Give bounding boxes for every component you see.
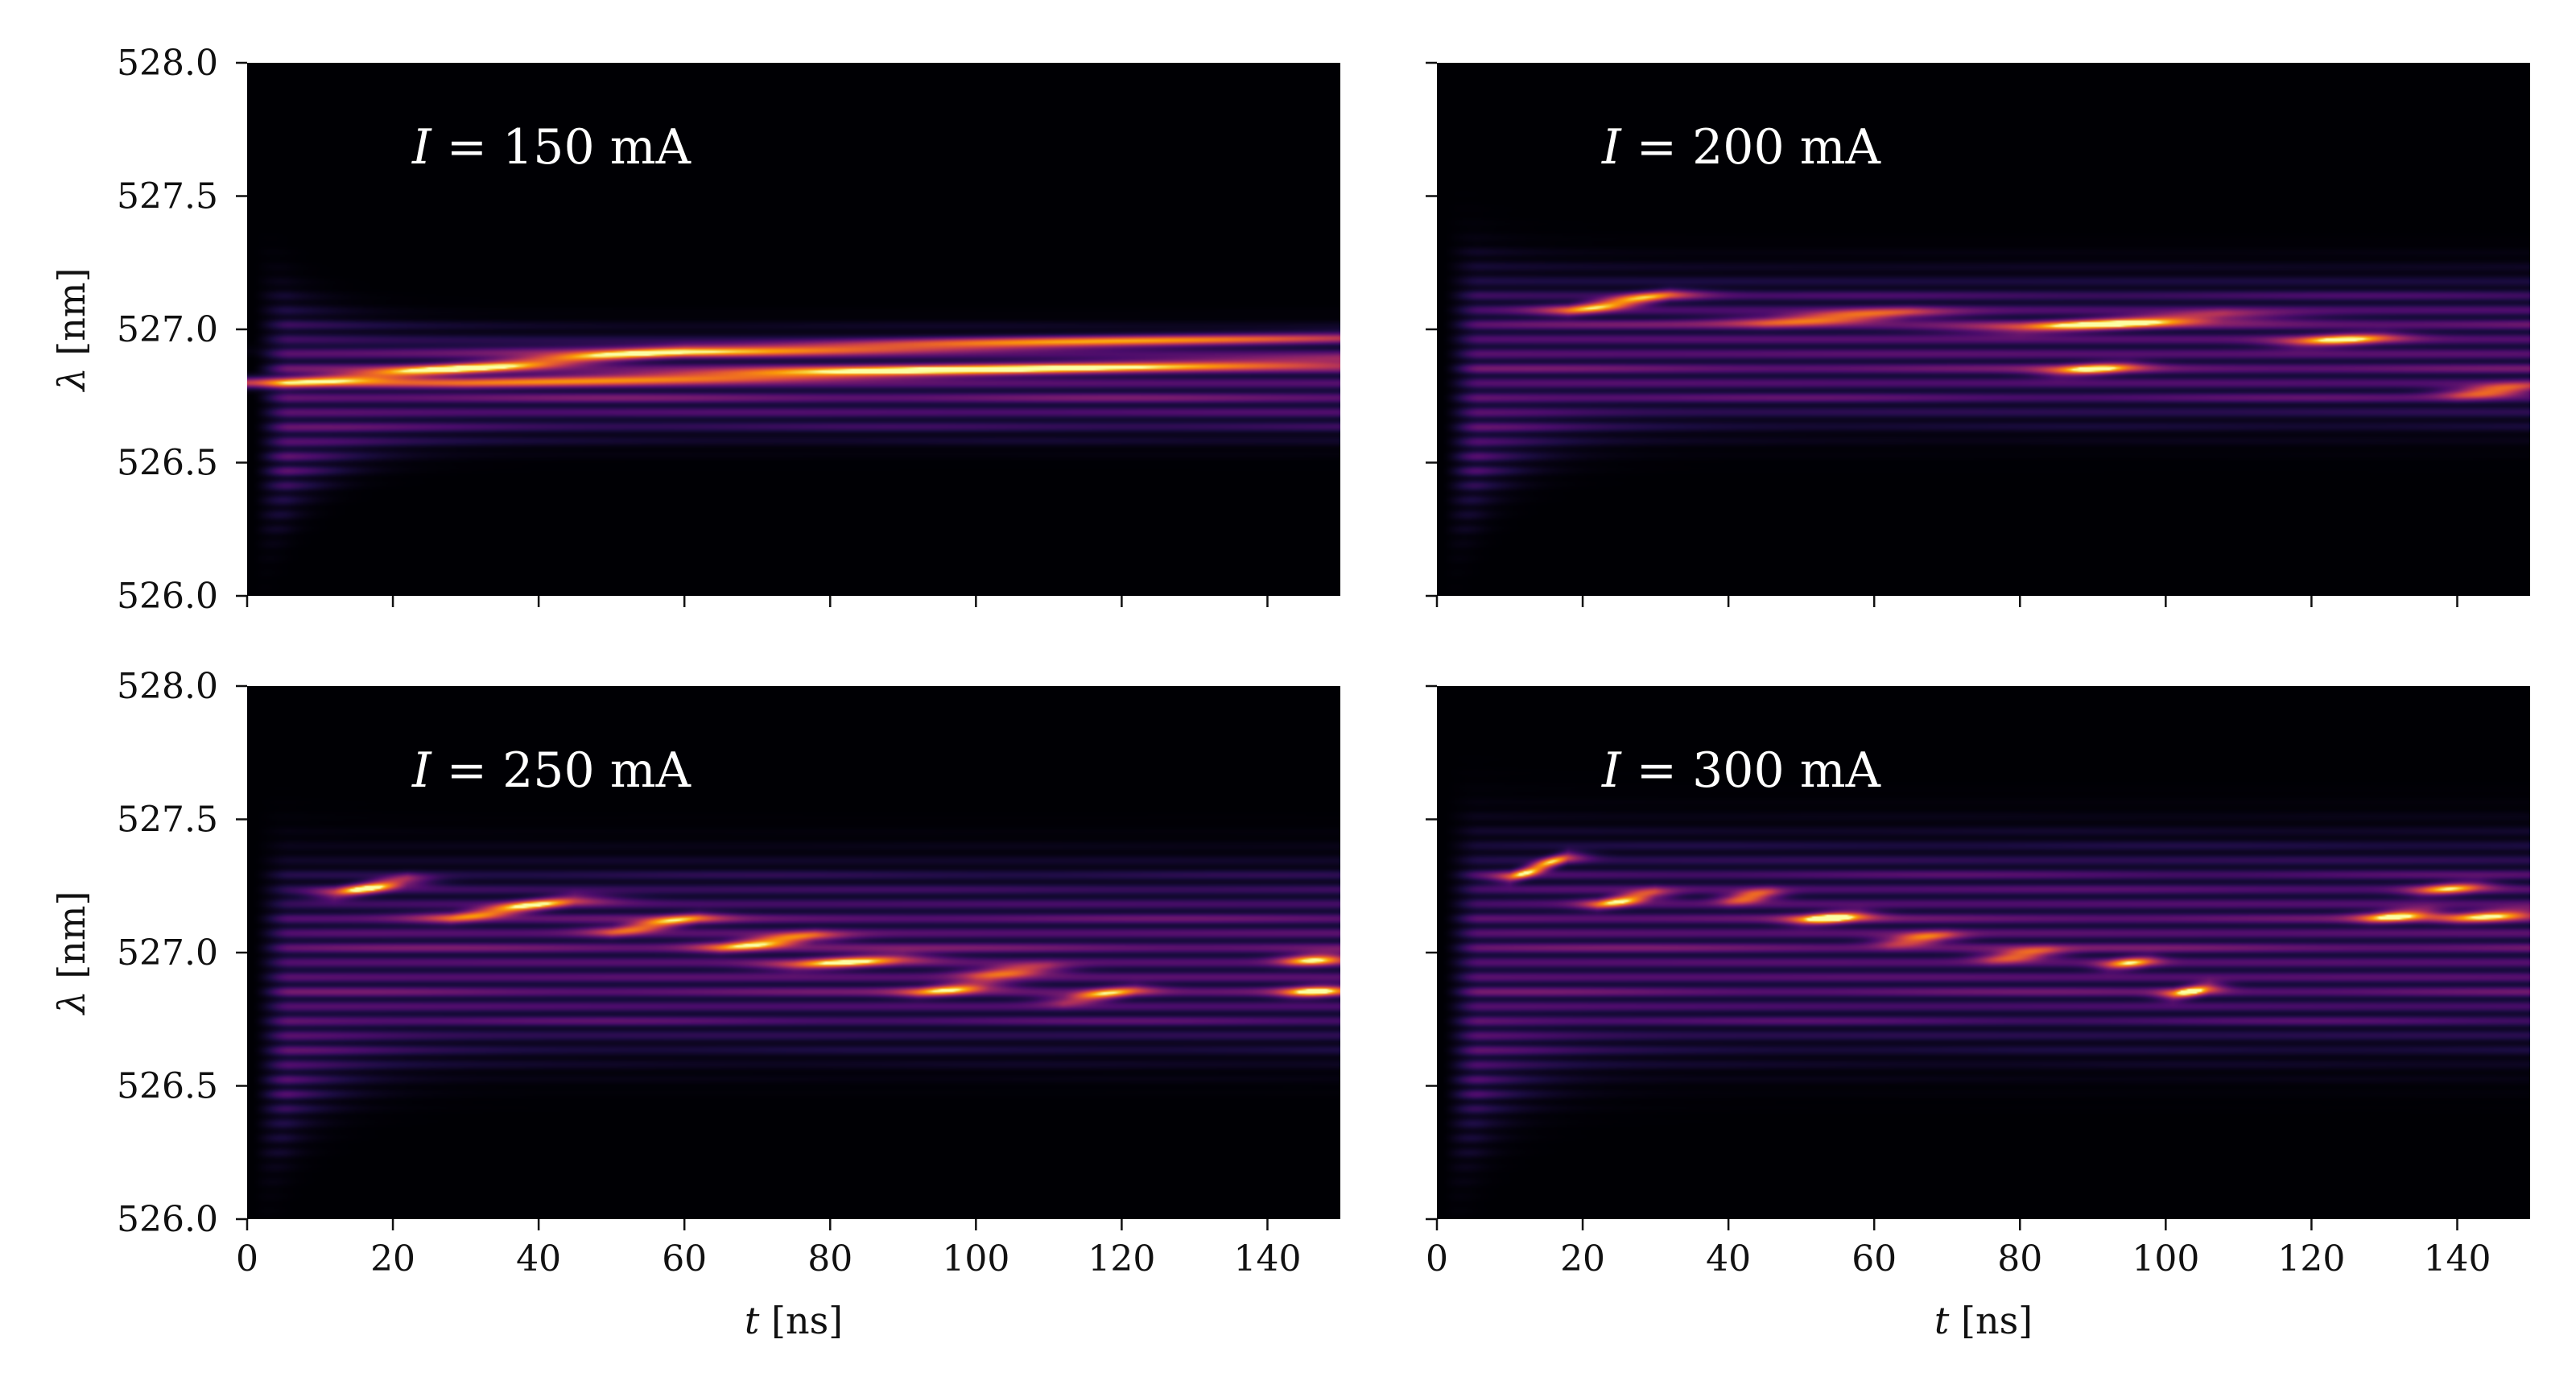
x-axis-label: t [ns] <box>1934 1299 2033 1342</box>
y-tick-label: 526.5 <box>117 1066 218 1107</box>
x-tick-label: 20 <box>370 1238 415 1280</box>
y-tick-label: 527.0 <box>117 932 218 974</box>
y-axis-label: λ [nm] <box>50 268 93 393</box>
x-tick-label: 120 <box>2277 1238 2345 1280</box>
x-tick-label: 60 <box>1852 1238 1897 1280</box>
x-tick-label: 80 <box>1997 1238 2042 1280</box>
x-tick-label: 100 <box>2132 1238 2199 1280</box>
current-annotation: I = 150 mA <box>411 119 691 176</box>
current-annotation: I = 250 mA <box>411 742 691 799</box>
y-tick-label: 527.5 <box>117 800 218 841</box>
annotation-symbol: I <box>411 742 432 799</box>
y-tick-label: 528.0 <box>117 666 218 707</box>
panel-2: I = 200 mA <box>1426 61 2530 607</box>
x-tick-label: 0 <box>1426 1238 1448 1280</box>
y-tick-label: 526.0 <box>117 576 218 617</box>
y-tick-label: 528.0 <box>117 43 218 84</box>
x-tick-label: 20 <box>1560 1238 1605 1280</box>
annotation-value: = 300 mA <box>1621 742 1881 799</box>
x-axis-label: t [ns] <box>745 1299 843 1342</box>
annotation-value: = 200 mA <box>1621 119 1881 176</box>
x-tick-label: 140 <box>2423 1238 2491 1280</box>
annotation-symbol: I <box>1601 119 1622 176</box>
heatmap-image <box>1437 63 2530 596</box>
x-tick-label: 140 <box>1233 1238 1301 1280</box>
y-tick-label: 526.5 <box>117 443 218 484</box>
x-tick-label: 60 <box>662 1238 707 1280</box>
x-tick-label: 0 <box>236 1238 258 1280</box>
annotation-symbol: I <box>411 119 432 176</box>
panel-4: I = 300 mA 0 20 40 60 80 100 120 140 t [ns] <box>1426 684 2530 1342</box>
y-tick-label: 527.5 <box>117 176 218 217</box>
annotation-value: = 150 mA <box>431 119 691 176</box>
heatmap-image <box>247 686 1340 1219</box>
x-tick-label: 100 <box>942 1238 1009 1280</box>
y-axis-label: λ [nm] <box>50 891 93 1016</box>
heatmap-image <box>247 63 1340 596</box>
x-tick-label: 120 <box>1088 1238 1155 1280</box>
x-tick-label: 40 <box>1706 1238 1751 1280</box>
annotation-value: = 250 mA <box>431 742 691 799</box>
panel-1: I = 150 mA 526.0 526.5 527.0 527.5 528.0 λ [nm… <box>50 43 1340 617</box>
x-tick-label: 80 <box>807 1238 852 1280</box>
panel-3: I = 250 mA 0 20 40 60 80 100 120 140 526.0 526.5 52… <box>50 666 1340 1342</box>
annotation-symbol: I <box>1601 742 1622 799</box>
current-annotation: I = 200 mA <box>1601 119 1881 176</box>
current-annotation: I = 300 mA <box>1601 742 1881 799</box>
y-tick-label: 526.0 <box>117 1199 218 1240</box>
heatmap-image <box>1437 686 2530 1219</box>
x-tick-label: 40 <box>516 1238 561 1280</box>
y-tick-label: 527.0 <box>117 309 218 350</box>
